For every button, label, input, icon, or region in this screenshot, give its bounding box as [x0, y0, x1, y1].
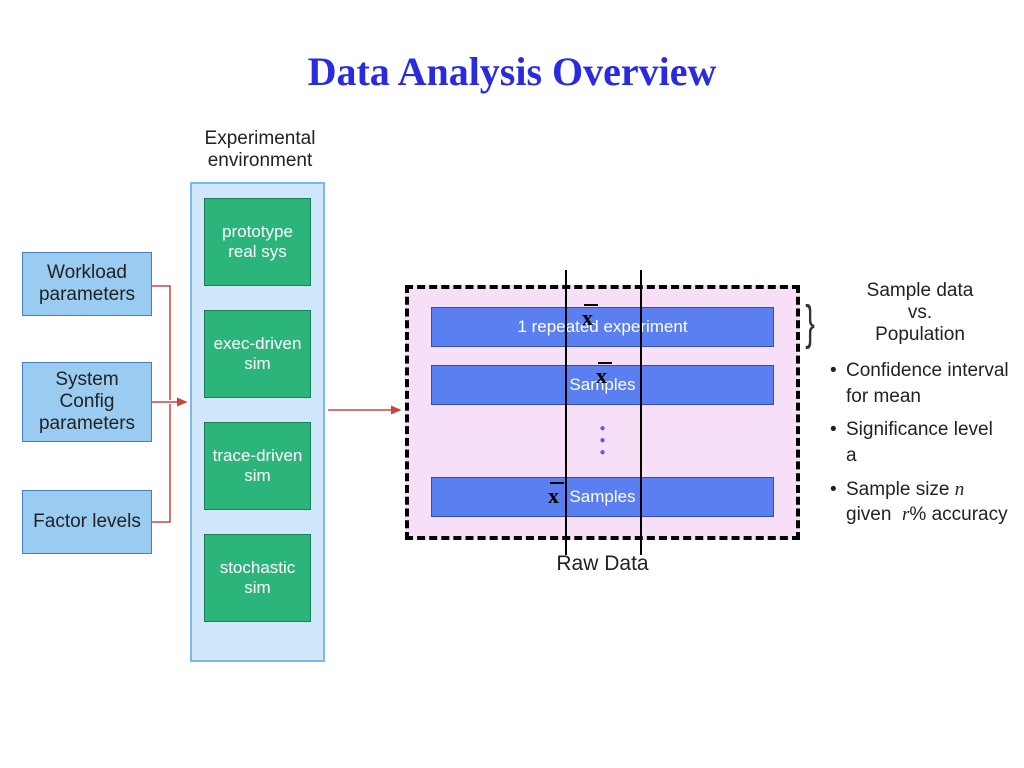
raw-bar-3: Samples — [431, 477, 774, 517]
bullet-sig: Significance level a — [830, 417, 1010, 468]
env-label: Experimental environment — [185, 128, 335, 172]
bullet-size: Sample size n given r% accuracy — [830, 477, 1010, 528]
param-box-workload: Workload parameters — [22, 252, 152, 316]
raw-data-label: Raw Data — [405, 552, 800, 576]
env-container: prototype real sys exec-driven sim trace… — [190, 182, 325, 662]
param-box-system-config: System Config parameters — [22, 362, 152, 442]
env-box-stochastic-sim: stochastic sim — [204, 534, 311, 622]
brace-icon: } — [805, 296, 815, 351]
xbar-1: x — [582, 305, 593, 331]
param-box-factor-levels: Factor levels — [22, 490, 152, 554]
raw-bar-1: 1 repeated experiment — [431, 307, 774, 347]
xbar-3: x — [548, 483, 559, 509]
bullet-ci: Confidence interval for mean — [830, 358, 1010, 409]
vline-2 — [640, 270, 642, 555]
side-notes: Sample data vs. Population Confidence in… — [830, 280, 1010, 536]
raw-data-container: 1 repeated experiment Samples ●●● Sample… — [405, 285, 800, 540]
xbar-2: x — [596, 363, 607, 389]
side-header: Sample data vs. Population — [830, 280, 1010, 346]
env-box-exec-sim: exec-driven sim — [204, 310, 311, 398]
env-box-trace-sim: trace-driven sim — [204, 422, 311, 510]
env-box-prototype: prototype real sys — [204, 198, 311, 286]
vline-1 — [565, 270, 567, 555]
slide-title: Data Analysis Overview — [0, 48, 1024, 95]
vertical-dots: ●●● — [431, 423, 774, 459]
